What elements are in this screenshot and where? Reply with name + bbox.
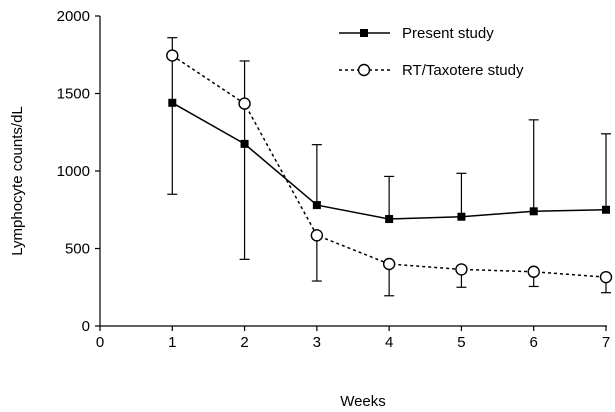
data-point-square xyxy=(360,29,368,37)
data-point-square xyxy=(385,215,394,224)
data-point-square xyxy=(240,139,249,148)
x-axis-ticks: 0 1 2 3 4 5 6 7 xyxy=(96,326,610,351)
data-point-square xyxy=(457,212,466,221)
x-tick-label: 0 xyxy=(96,334,104,351)
x-tick-label: 6 xyxy=(530,334,538,351)
y-tick-label: 1000 xyxy=(57,163,90,180)
plot-area xyxy=(166,37,613,297)
data-point-square xyxy=(529,207,538,216)
x-tick-label: 2 xyxy=(240,334,248,351)
data-point-circle xyxy=(455,263,468,276)
x-tick-label: 5 xyxy=(457,334,465,351)
y-tick-label: 500 xyxy=(65,241,90,258)
legend-label: RT/Taxotere study xyxy=(402,62,524,79)
y-tick-label: 2000 xyxy=(57,8,90,25)
legend: Present study RT/Taxotere study xyxy=(339,25,524,79)
y-tick-label: 1500 xyxy=(57,86,90,103)
x-axis-title: Weeks xyxy=(340,393,386,410)
data-point-square xyxy=(312,201,321,210)
y-tick-label: 0 xyxy=(82,318,90,335)
legend-label: Present study xyxy=(402,25,494,42)
x-tick-label: 3 xyxy=(313,334,321,351)
data-point-circle xyxy=(310,229,324,242)
data-point-circle xyxy=(599,270,613,284)
data-point-square xyxy=(168,98,177,107)
data-point-circle xyxy=(238,97,251,110)
x-tick-label: 1 xyxy=(168,334,176,351)
data-point-circle xyxy=(166,49,179,62)
x-tick-label: 7 xyxy=(602,334,610,351)
data-point-circle xyxy=(357,63,371,77)
y-axis-ticks: 0 500 1000 1500 2000 xyxy=(57,8,100,335)
axes xyxy=(99,16,607,327)
series-line xyxy=(171,54,607,278)
data-point-circle xyxy=(527,265,540,278)
y-axis-title: Lymphocyte counts/dL xyxy=(9,106,26,256)
x-tick-label: 4 xyxy=(385,334,393,351)
data-point-square xyxy=(602,205,610,214)
data-point-circle xyxy=(382,257,396,271)
